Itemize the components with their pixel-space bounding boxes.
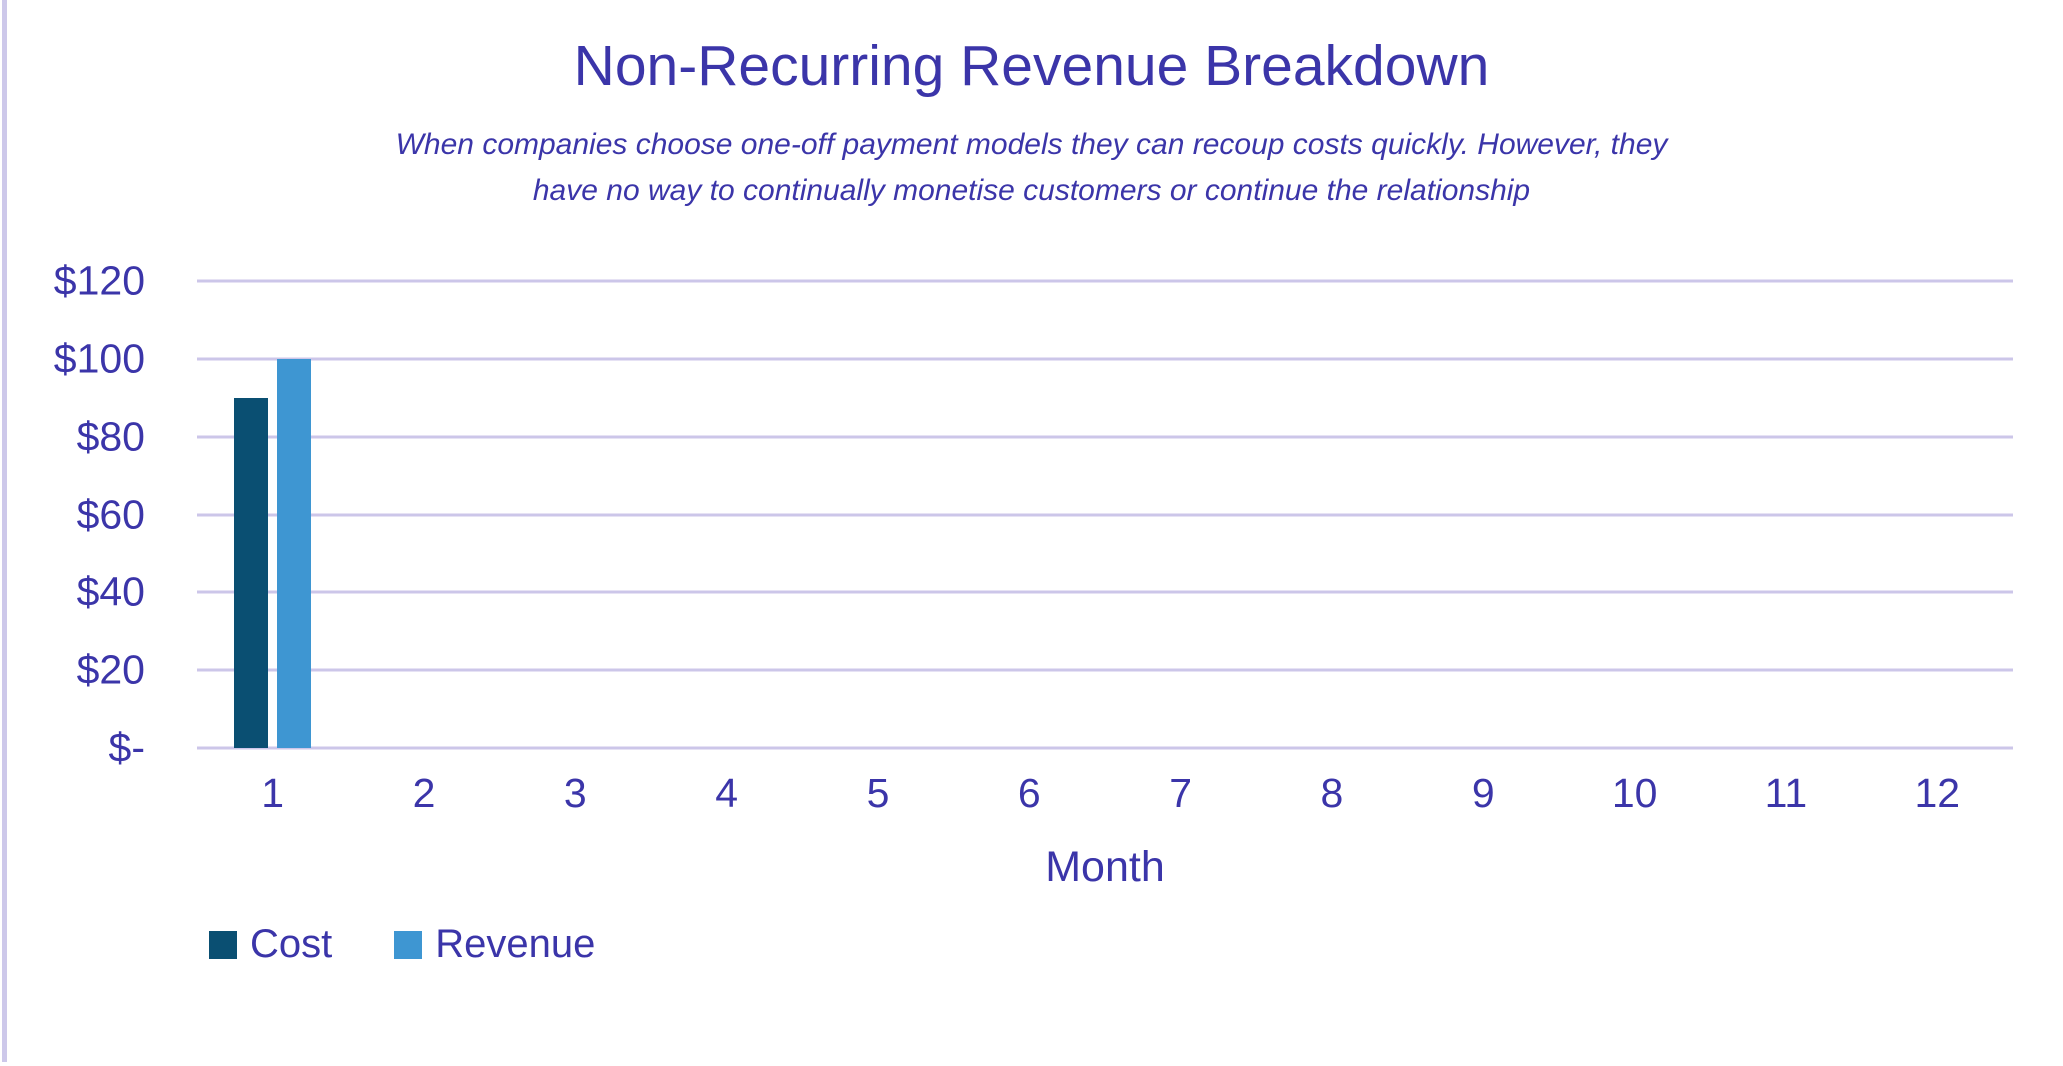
gridline (197, 279, 2013, 283)
gridline (197, 435, 2013, 439)
y-tick-label: $- (108, 724, 145, 771)
x-tick-label-month-2: 2 (412, 770, 436, 816)
x-tick-label-month-3: 3 (563, 770, 587, 816)
x-tick-label-month-5: 5 (866, 770, 890, 816)
plot-area (197, 279, 2013, 750)
y-tick-label: $100 (53, 335, 145, 382)
y-axis-tick-labels: $120 $100 $80 $60 $40 $20 $- (30, 258, 145, 771)
x-tick-label-month-11: 11 (1764, 770, 1808, 816)
legend-item-revenue: Revenue (394, 922, 595, 967)
y-tick-label: $60 (76, 491, 145, 537)
gridline (197, 513, 2013, 516)
y-tick-label: $40 (76, 568, 145, 615)
x-tick-label-month-10: 10 (1611, 770, 1658, 816)
legend: Cost Revenue (209, 922, 595, 967)
legend-label-revenue: Revenue (435, 922, 596, 966)
y-tick-label: $20 (76, 646, 145, 693)
gridline (197, 590, 2013, 594)
gridline (197, 746, 2013, 750)
legend-item-cost: Cost (209, 922, 332, 967)
x-axis-title: Month (1045, 843, 1165, 891)
y-tick-label: $120 (53, 257, 145, 304)
chart-subtitle-line-1: When companies choose one-off payment mo… (395, 128, 1668, 161)
chart-title: Non-Recurring Revenue Breakdown (573, 34, 1490, 98)
chart-subtitle: When companies choose one-off payment mo… (0, 122, 2063, 214)
y-tick-label: $80 (76, 413, 145, 460)
x-tick-label-month-8: 8 (1320, 770, 1344, 816)
x-tick-label-month-6: 6 (1017, 770, 1041, 816)
x-tick-label-month-9: 9 (1471, 770, 1495, 816)
x-tick-label-month-12: 12 (1914, 770, 1961, 816)
legend-swatch-cost (209, 930, 237, 959)
legend-swatch-revenue (394, 930, 423, 959)
chart-left-border (2, 0, 7, 1062)
x-tick-label-month-4: 4 (715, 770, 739, 816)
gridline (197, 357, 2013, 361)
gridline (197, 668, 2013, 672)
x-tick-label-month-7: 7 (1169, 770, 1193, 816)
chart-subtitle-line-2: have no way to continually monetise cust… (532, 174, 1531, 207)
legend-label-cost: Cost (250, 922, 333, 966)
x-axis-tick-labels: 1 2 3 4 5 6 7 8 9 10 11 12 (197, 770, 2013, 817)
x-tick-label-month-1: 1 (261, 770, 285, 816)
bar-revenue-month-1 (277, 359, 311, 748)
bar-cost-month-1 (234, 398, 268, 748)
